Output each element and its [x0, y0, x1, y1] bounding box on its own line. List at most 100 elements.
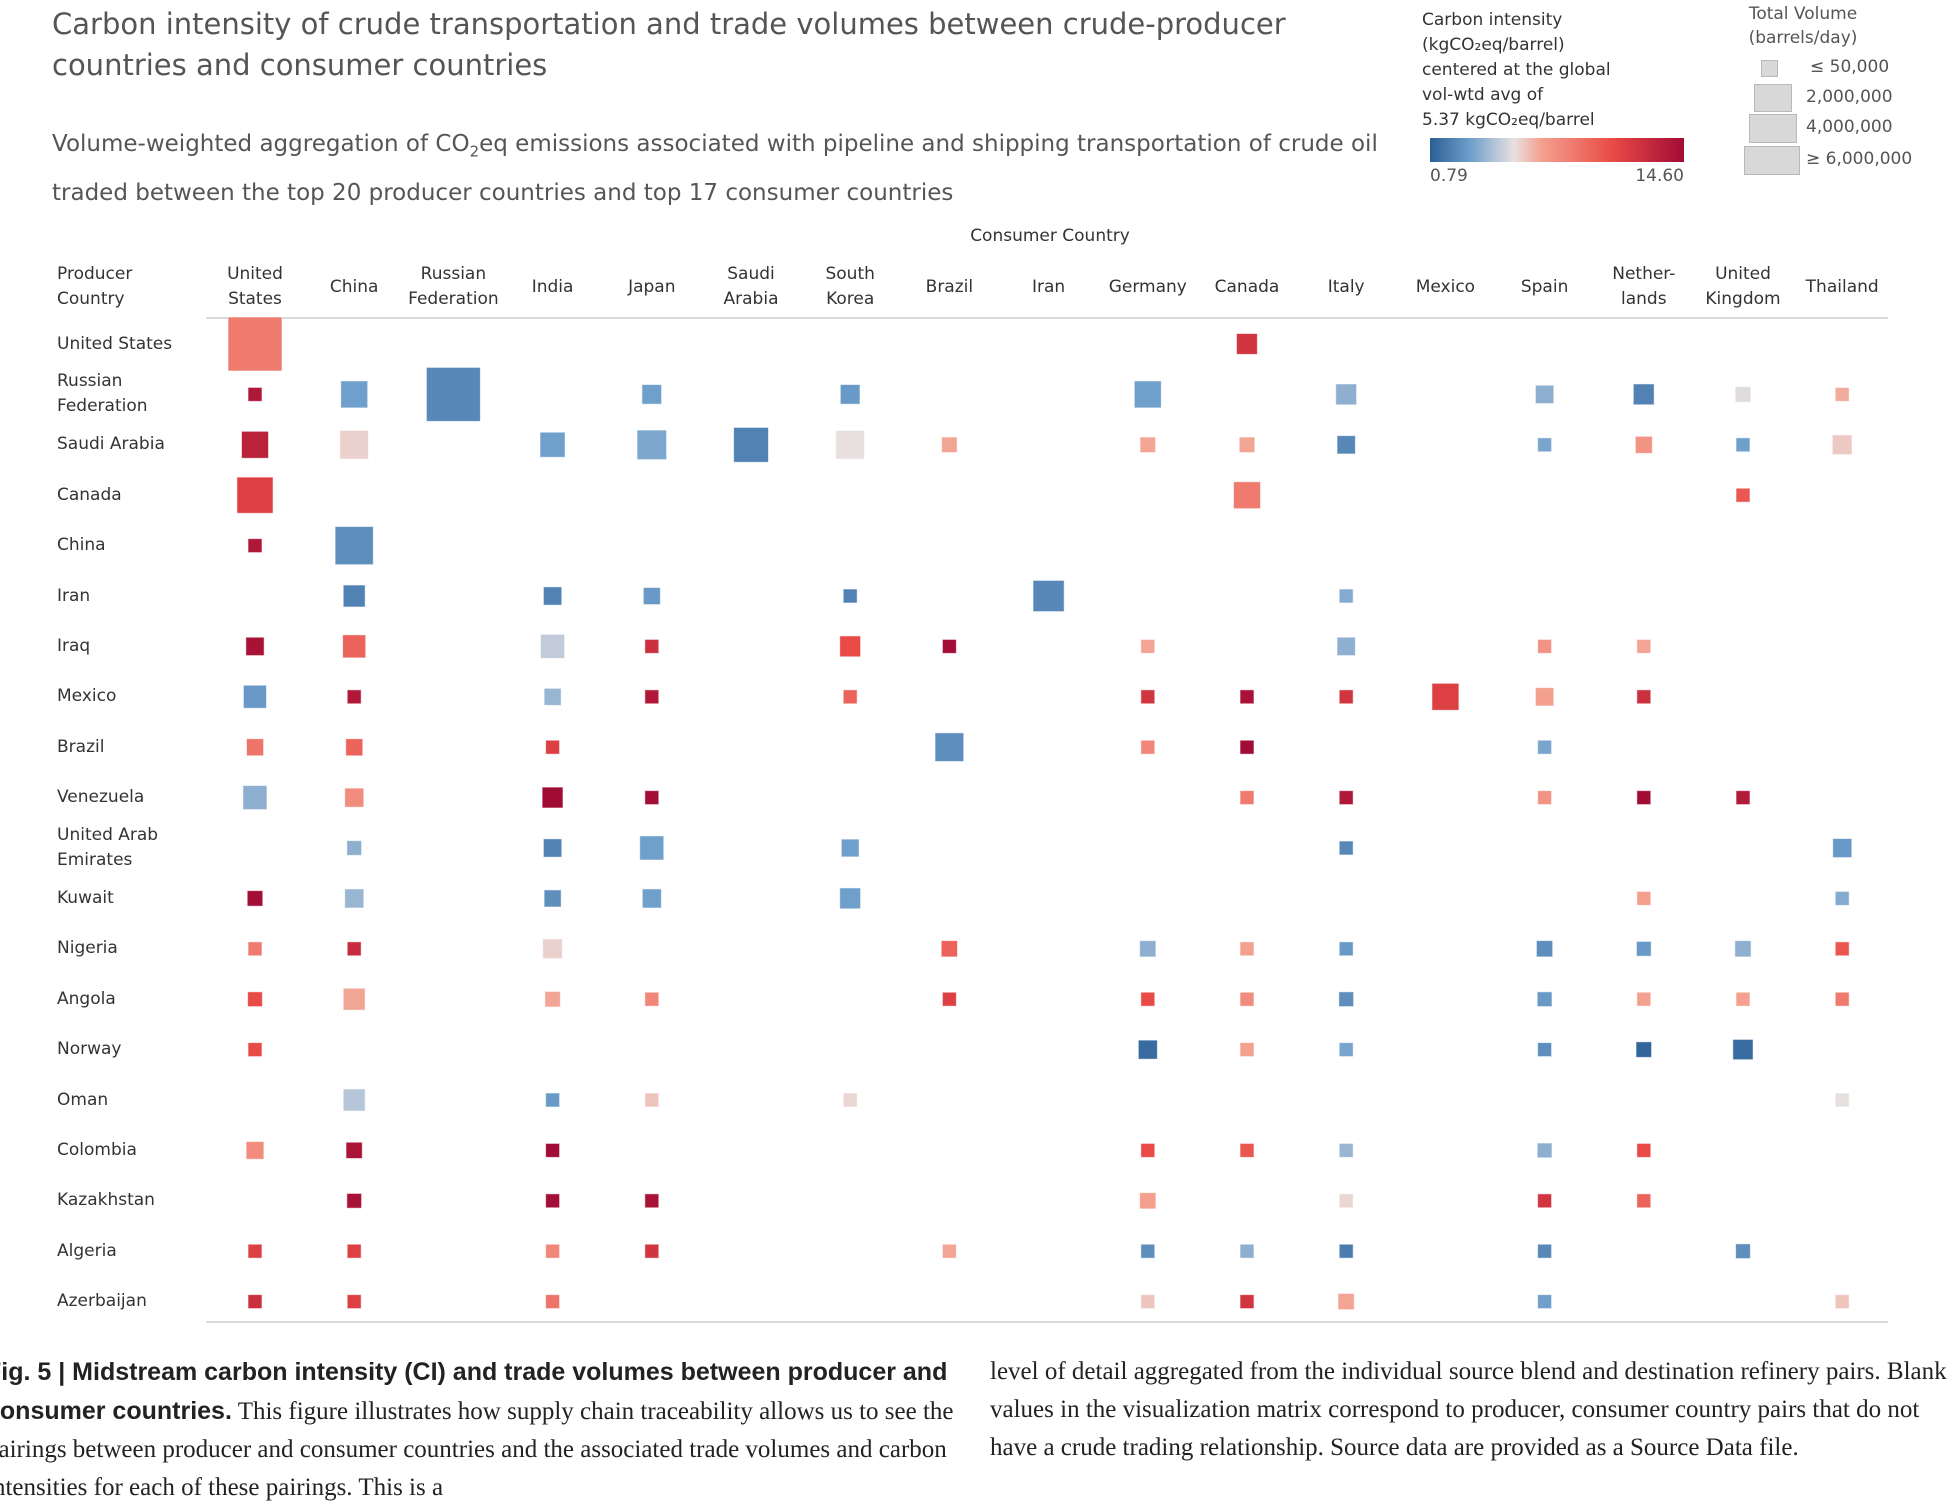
consumer-header: China — [304, 275, 404, 300]
heatmap-cell — [541, 786, 564, 809]
heatmap-cell — [247, 941, 263, 957]
heatmap-cell — [1239, 1243, 1255, 1259]
heatmap-cell — [1239, 790, 1255, 806]
subtitle-part-2: eq emissions associated with pipeline an… — [52, 131, 1378, 206]
heatmap-cell — [636, 429, 668, 461]
consumer-header-line: Japan — [628, 277, 676, 297]
heatmap-cell — [1834, 941, 1850, 957]
consumer-header-line: Iran — [1031, 277, 1066, 297]
heatmap-cell — [1735, 487, 1751, 503]
heatmap-cell — [1537, 790, 1553, 806]
producer-label: Angola — [57, 987, 217, 1012]
heatmap-cell — [842, 1092, 858, 1108]
heatmap-cell — [1338, 840, 1354, 856]
heatmap-cell — [1834, 890, 1850, 906]
volume-legend-swatch — [1744, 146, 1800, 175]
heatmap-cell — [641, 888, 662, 909]
consumer-header: Nether-lands — [1594, 262, 1694, 312]
producer-label-line: Mexico — [57, 686, 117, 707]
volume-legend-item: 2,000,000 — [1718, 84, 1958, 114]
volume-legend-label: 2,000,000 — [1806, 87, 1893, 107]
producer-label-line: Algeria — [57, 1240, 117, 1261]
heatmap-cell — [1537, 1193, 1553, 1209]
volume-legend-item: 4,000,000 — [1718, 114, 1958, 144]
heatmap-cell — [1140, 1142, 1156, 1158]
heatmap-cell — [1834, 1294, 1850, 1310]
heatmap-cell — [542, 586, 563, 606]
consumer-header-line: South — [825, 264, 875, 284]
consumer-header-line: Spain — [1520, 277, 1569, 297]
producer-label-line: Colombia — [57, 1139, 137, 1160]
carbon-intensity-legend: Carbon intensity (kgCO₂eq/barrel) center… — [1422, 8, 1684, 186]
heatmap-cell — [1336, 636, 1356, 657]
heatmap-cell — [840, 838, 860, 858]
consumer-header: Italy — [1296, 275, 1396, 300]
heatmap-cell — [236, 476, 274, 514]
consumer-header-line: Federation — [408, 289, 499, 309]
producer-label-line: United Arab — [57, 825, 159, 845]
producer-label: Brazil — [57, 735, 217, 760]
heatmap-cell — [247, 386, 263, 402]
producer-label-line: Norway — [57, 1039, 122, 1060]
heatmap-cell — [1239, 1042, 1255, 1058]
volume-legend: Total Volume (barrels/day) ≤ 50,000 2,00… — [1718, 2, 1958, 175]
figure-caption-right: level of detail aggregated from the indi… — [990, 1353, 1955, 1467]
producer-label-line: Saudi Arabia — [57, 434, 165, 455]
producer-label-line: Emirates — [57, 850, 133, 870]
chart-title: Carbon intensity of crude transportation… — [52, 7, 1286, 82]
y-axis-title-line: Producer Country — [57, 264, 133, 309]
consumer-header-line: Brazil — [925, 277, 974, 297]
heatmap-cell — [1831, 434, 1853, 456]
heatmap-cell — [1139, 1192, 1157, 1210]
consumer-header: India — [503, 275, 603, 300]
heatmap-cell — [545, 1092, 561, 1108]
heatmap-cell — [1133, 380, 1162, 409]
caption-text-left: This figure illustrates how supply chain… — [0, 1398, 954, 1501]
heatmap-cell — [346, 941, 362, 957]
ci-legend-line: (kgCO₂eq/barrel) — [1422, 35, 1565, 55]
heatmap-cell — [1732, 1038, 1754, 1061]
producer-label: United States — [57, 332, 217, 357]
heatmap-cell — [345, 1141, 363, 1159]
heatmap-cell — [543, 687, 562, 706]
producer-label: Canada — [57, 483, 217, 508]
heatmap-cell — [644, 1092, 660, 1108]
producer-label-line: China — [57, 535, 106, 556]
heatmap-cell — [1534, 687, 1555, 707]
caption-text-right: level of detail aggregated from the indi… — [990, 1358, 1947, 1461]
heatmap-cell — [1239, 739, 1255, 755]
heatmap-cell — [842, 689, 858, 705]
producer-label-line: Brazil — [57, 736, 105, 757]
heatmap-cell — [1335, 383, 1358, 406]
heatmap-cell — [344, 888, 365, 909]
consumer-header-line: China — [329, 277, 379, 297]
heatmap-cell — [1735, 1243, 1751, 1260]
ci-max-label: 14.60 — [1635, 166, 1684, 186]
heatmap-cell — [1635, 1041, 1653, 1058]
heatmap-cell — [644, 790, 660, 806]
subtitle-subscript: 2 — [469, 142, 480, 161]
heatmap-cell — [241, 430, 269, 459]
consumer-header-line: lands — [1621, 289, 1667, 309]
consumer-header-line: Thailand — [1805, 277, 1879, 297]
heatmap-cell — [1139, 940, 1157, 958]
consumer-header: Canada — [1197, 275, 1297, 300]
heatmap-cell — [346, 689, 362, 705]
producer-label-line: Kuwait — [57, 887, 114, 908]
consumer-header: Russian Federation — [403, 262, 503, 312]
heatmap-cell — [1140, 991, 1156, 1007]
heatmap-cell — [1140, 638, 1156, 654]
producer-label: United Arab Emirates — [57, 823, 217, 873]
heatmap-cell — [1338, 1193, 1354, 1209]
heatmap-cell — [540, 633, 566, 659]
heatmap-cell — [941, 1243, 957, 1259]
heatmap-cell — [247, 1243, 263, 1259]
heatmap-cell — [1635, 940, 1652, 957]
heatmap-cell — [1032, 579, 1065, 613]
heatmap-cell — [545, 1294, 561, 1310]
heatmap-cell — [1239, 689, 1255, 705]
consumer-header-line: Saudi — [727, 264, 775, 284]
volume-legend-label: 4,000,000 — [1806, 117, 1893, 137]
producer-label-line: Canada — [57, 484, 122, 505]
consumer-header-line: Mexico — [1415, 277, 1476, 297]
